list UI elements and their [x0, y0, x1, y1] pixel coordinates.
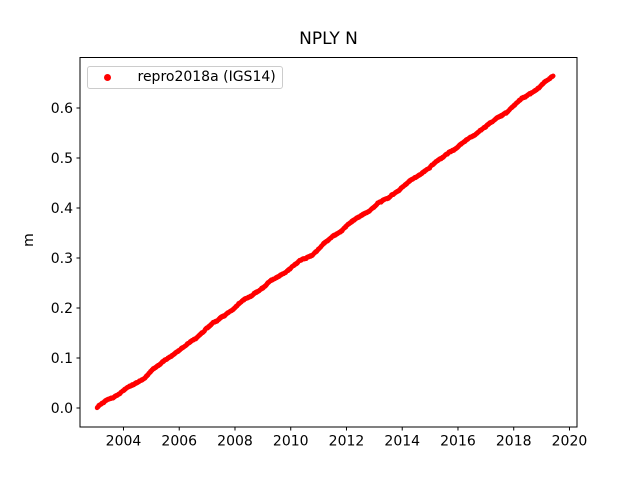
legend-marker-icon: [103, 73, 111, 81]
y-tick-label: 0.3: [51, 251, 73, 267]
legend: repro2018a (IGS14): [86, 65, 283, 89]
y-tick-label: 0.4: [51, 201, 73, 217]
x-tick-label: 2018: [496, 434, 532, 450]
axes-border: [79, 57, 578, 428]
x-tick-label: 2014: [384, 434, 420, 450]
x-tick-label: 2020: [552, 434, 588, 450]
data-point: [551, 73, 556, 79]
x-tick-label: 2004: [106, 434, 142, 450]
x-tick-label: 2006: [161, 434, 197, 450]
y-tick-label: 0.0: [51, 401, 73, 417]
x-tick-label: 2016: [440, 434, 476, 450]
y-axis-label: m: [20, 233, 37, 247]
legend-label: repro2018a (IGS14): [137, 69, 276, 85]
y-tick-label: 0.2: [51, 301, 73, 317]
x-tick-label: 2008: [217, 434, 253, 450]
y-tick-label: 0.1: [51, 351, 73, 367]
x-axis: 2004 2006 2008 2010 2012 2014 2016 2018 2020: [106, 427, 588, 450]
y-tick-label: 0.6: [51, 101, 73, 117]
x-tick-label: 2012: [329, 434, 365, 450]
y-tick-label: 0.5: [51, 151, 73, 167]
chart-title: NPLY N: [299, 29, 358, 49]
x-tick-label: 2010: [273, 434, 309, 450]
y-axis: 0.0 0.1 0.2 0.3 0.4 0.5 0.6: [51, 101, 80, 417]
scatter-series: [94, 73, 556, 411]
